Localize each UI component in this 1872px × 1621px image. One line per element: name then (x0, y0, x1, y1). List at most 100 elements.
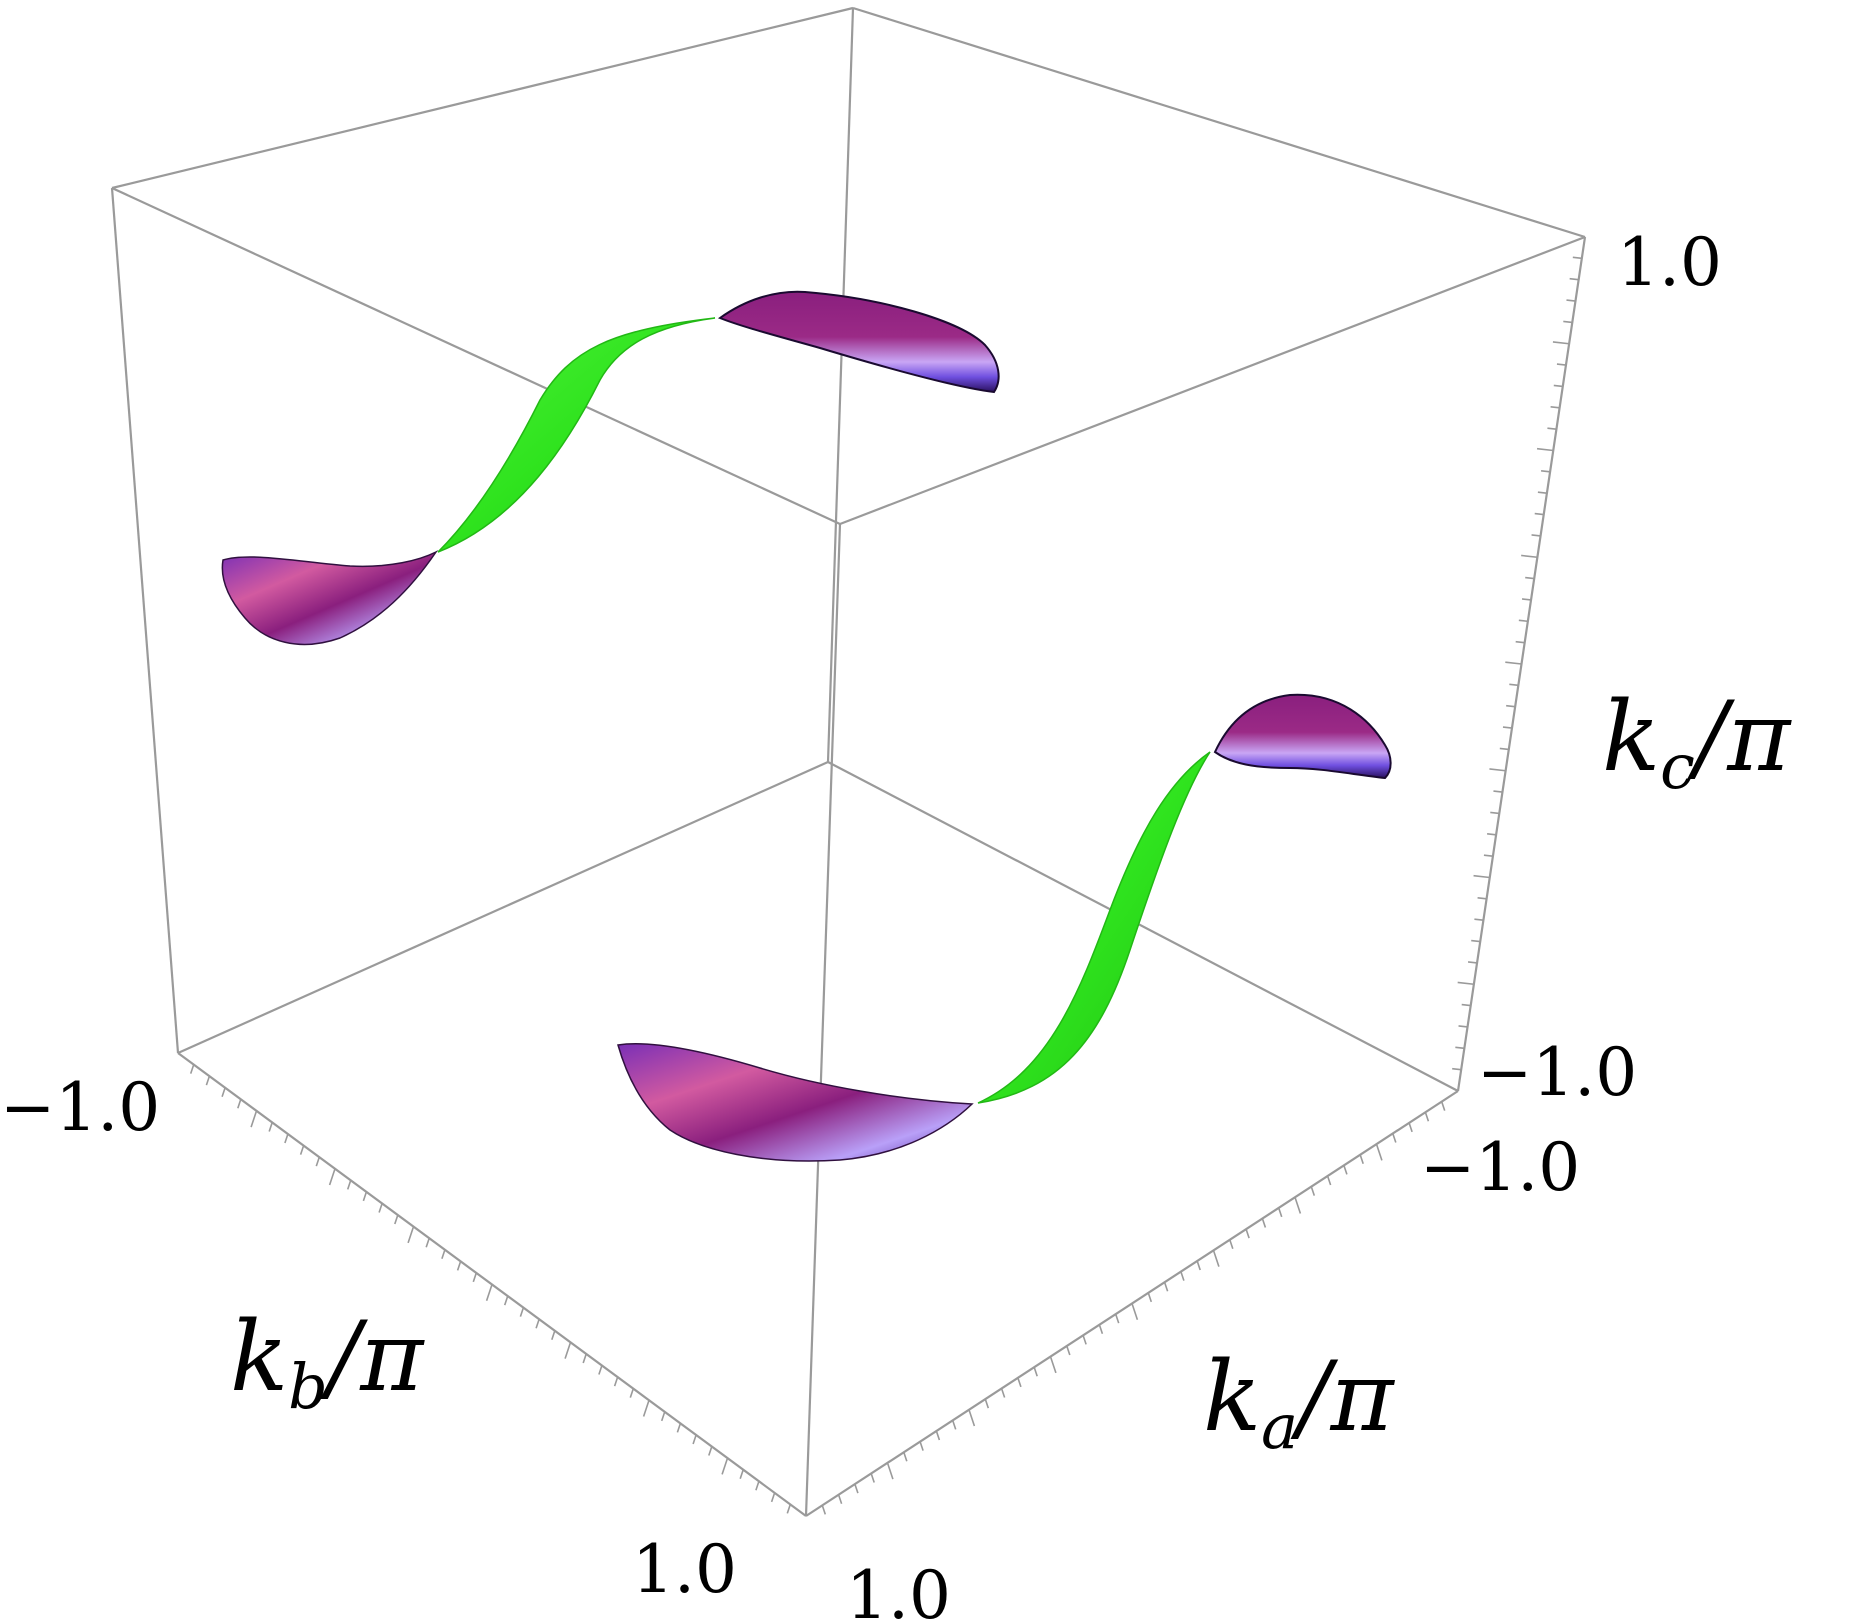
kc-axis-tick (1531, 534, 1541, 537)
kc-axis-tick (1487, 833, 1497, 836)
kb-axis-tick (362, 1191, 368, 1202)
kb-axis-tick (268, 1122, 273, 1132)
ka-axis-sub: a (1261, 1390, 1298, 1463)
fermi-surfaces (221, 290, 1392, 1162)
kb-axis-tick (503, 1295, 509, 1306)
box-edge-back-vertical (826, 7, 855, 763)
ka-axis-tick (1017, 1377, 1022, 1388)
ka-axis-var: k (1203, 1341, 1261, 1453)
kb-axis-tick (564, 1342, 572, 1359)
kc-axis-tick (1506, 704, 1516, 708)
kc-axis-rest: /π (1687, 681, 1792, 793)
ka-axis-tick (1229, 1239, 1234, 1250)
ka-axis-tick (1424, 1111, 1430, 1122)
bounding-box (110, 6, 1587, 1517)
ka-max-label: 1.0 (846, 1557, 951, 1621)
kc-axis-tick (1458, 1025, 1468, 1028)
ka-axis-tick (1310, 1186, 1316, 1196)
upper-green-sheet (437, 317, 716, 553)
kb-axis-tick (189, 1064, 195, 1074)
ka-axis-tick (1033, 1366, 1038, 1377)
kb-axis-tick (551, 1330, 556, 1341)
kb-axis-tick (642, 1399, 650, 1417)
kb-axis-tick (582, 1353, 587, 1364)
ka-axis-tick (821, 1505, 827, 1515)
kc-axis-tick (1521, 554, 1538, 559)
kb-axis-title: kb/π (230, 1301, 425, 1423)
kc-axis-tick (1569, 277, 1579, 281)
ka-axis-tick (935, 1430, 941, 1441)
ka-axis-tick (1147, 1292, 1153, 1303)
ka-axis-tick (1212, 1250, 1220, 1267)
kb-axis-tick (394, 1214, 399, 1225)
kb-axis-tick (346, 1180, 352, 1190)
kc-axis-tick (1452, 1067, 1462, 1071)
kb-axis-tick (629, 1388, 635, 1398)
kc-axis-tick (1499, 747, 1509, 751)
ka-axis-tick (919, 1441, 924, 1451)
kc-axis-var: k (1602, 681, 1660, 793)
kc-axis-tick (1552, 341, 1570, 345)
kc-axis-tick (1509, 683, 1519, 687)
kb-axis-tick (660, 1411, 666, 1422)
kc-axis-tick (1502, 726, 1513, 729)
upper-right-pocket (717, 290, 1000, 394)
ka-axis-tick (1343, 1165, 1348, 1175)
box-edge-top-front-right (839, 235, 1586, 526)
kc-axis-tick (1490, 811, 1500, 815)
kb-axis-tick (378, 1203, 383, 1213)
box-edge-front-vertical (804, 523, 842, 1517)
ka-axis-tick (951, 1420, 957, 1430)
ka-axis-tick (968, 1409, 976, 1427)
ka-axis-tick (984, 1398, 990, 1409)
kb-axis-tick (721, 1457, 729, 1475)
kb-axis-tick (328, 1168, 336, 1186)
ka-axis-tick (1049, 1356, 1057, 1374)
ka-axis-tick (1000, 1388, 1006, 1398)
kc-axis-tick (1534, 512, 1544, 516)
kb-axis-tick (441, 1249, 446, 1260)
box-edge-top-front-left (111, 187, 841, 525)
kb-axis-tick (205, 1075, 211, 1086)
kc-axis-tick (1461, 1003, 1471, 1007)
kb-axis-tick (519, 1307, 525, 1317)
ka-axis-tick (1261, 1218, 1267, 1228)
kc-axis-tick (1455, 1046, 1465, 1050)
kb-axis-var: k (230, 1301, 288, 1413)
kb-axis-tick (315, 1156, 321, 1167)
ka-axis-tick (1326, 1175, 1332, 1186)
kc-axis-tick (1515, 640, 1525, 644)
kc-axis-tick (1474, 918, 1484, 921)
kb-axis-tick (692, 1434, 697, 1445)
kc-axis-tick (1536, 447, 1554, 452)
box-edge-back-bottom-left (177, 760, 829, 1055)
kb-axis-tick (770, 1492, 776, 1503)
kc-axis-tick (1563, 320, 1573, 324)
kb-axis-tick (456, 1261, 462, 1271)
kb-axis-tick (284, 1133, 289, 1144)
ka-axis-tick (854, 1483, 859, 1494)
kb-min-label: −1.0 (0, 1069, 160, 1146)
ka-axis-tick (1082, 1335, 1087, 1345)
kb-axis-tick (708, 1446, 713, 1456)
box-edge-left-vertical (110, 187, 180, 1054)
kc-axis-tick (1547, 427, 1557, 430)
ka-axis-tick (886, 1462, 894, 1480)
kb-axis-tick (535, 1318, 540, 1329)
ka-axis-tick (870, 1473, 875, 1483)
ka-axis-tick (837, 1494, 843, 1505)
ka-axis-tick (1294, 1196, 1302, 1214)
kc-axis-tick (1493, 790, 1503, 793)
kb-axis-tick (786, 1504, 792, 1514)
kc-axis-tick (1553, 384, 1563, 388)
kb-axis-tick (485, 1284, 493, 1301)
ka-axis-tick (1196, 1260, 1201, 1271)
kc-axis-tick (1550, 406, 1560, 409)
kc-axis-tick (1489, 768, 1506, 772)
box-edge-back-top-right (852, 6, 1586, 239)
ka-axis-tick (1375, 1143, 1383, 1161)
ka-axis-tick (1408, 1122, 1413, 1133)
ka-axis-tick (1440, 1101, 1446, 1111)
kc-axis-tick (1556, 363, 1567, 366)
